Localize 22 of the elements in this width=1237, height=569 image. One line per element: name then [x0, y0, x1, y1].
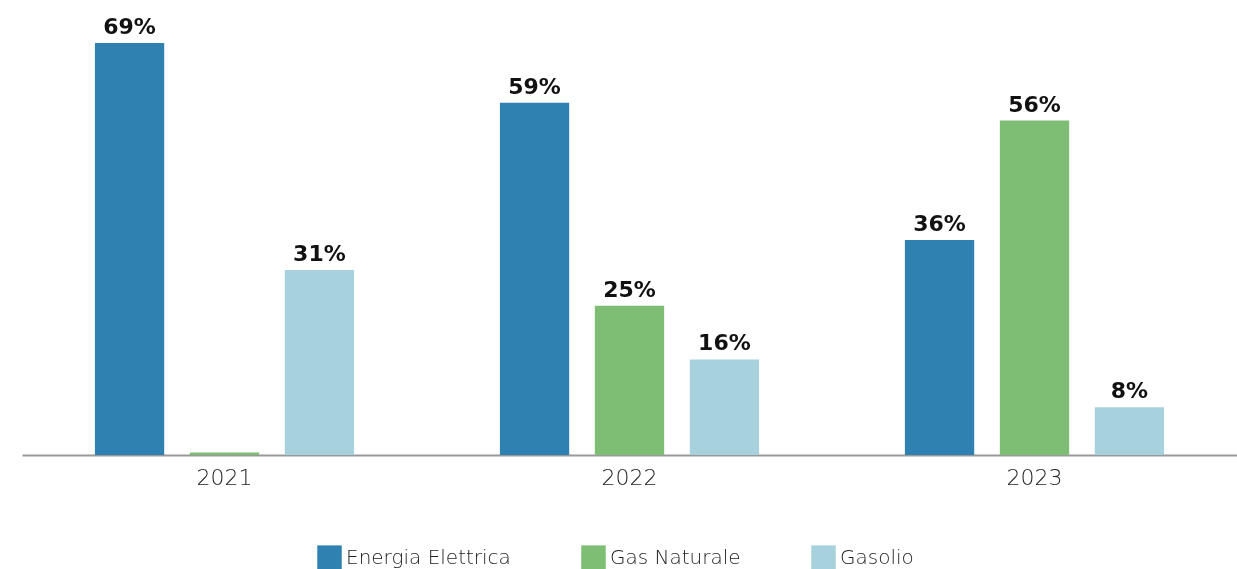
bar — [689, 359, 760, 455]
data-label: 8% — [1110, 378, 1149, 404]
bar — [999, 120, 1070, 455]
data-label: 59% — [508, 73, 561, 99]
x-tick-label: 2021 — [196, 464, 253, 490]
bar — [594, 305, 665, 455]
legend-label: Energia Elettrica — [346, 544, 511, 569]
bar — [94, 42, 165, 455]
data-label: 36% — [913, 211, 966, 237]
data-label: 56% — [1008, 91, 1061, 117]
legend-label: Gas Naturale — [610, 544, 741, 569]
x-tick-label: 2023 — [1006, 464, 1063, 490]
data-label: 31% — [293, 240, 346, 266]
bar — [1094, 407, 1165, 455]
data-label: 25% — [603, 276, 656, 302]
x-tick-label: 2022 — [601, 464, 658, 490]
bar — [904, 240, 975, 455]
bar — [284, 269, 355, 455]
data-label: 69% — [103, 13, 156, 39]
bar — [499, 102, 570, 455]
legend-label: Gasolio — [840, 544, 914, 569]
data-label: 16% — [698, 330, 751, 356]
